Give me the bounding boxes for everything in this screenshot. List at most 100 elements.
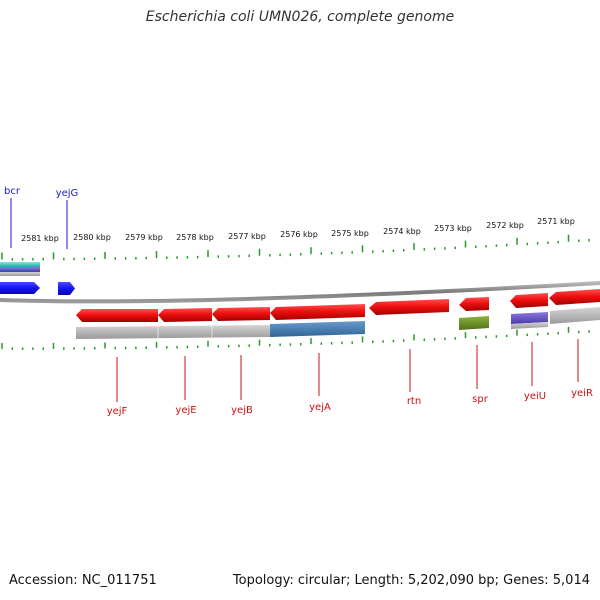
minor-tick	[145, 256, 147, 260]
major-tick	[258, 339, 261, 346]
minor-tick	[32, 257, 34, 261]
minor-tick	[444, 247, 446, 250]
gene-arrow-yejG[interactable]	[58, 282, 75, 295]
minor-tick	[279, 343, 281, 347]
gene-label-spr[interactable]: spr	[472, 394, 489, 405]
minor-tick	[330, 251, 333, 255]
scale-label: 2576 kbp	[280, 230, 318, 239]
major-tick	[567, 326, 570, 333]
minor-tick	[454, 337, 456, 340]
minor-tick	[392, 249, 395, 252]
major-tick	[413, 243, 415, 251]
inner-tick-track	[1, 326, 590, 350]
gene-arrow-spr[interactable]	[459, 297, 489, 311]
minor-tick	[42, 257, 44, 261]
minor-tick	[11, 347, 14, 350]
major-tick	[52, 252, 55, 260]
minor-tick	[433, 247, 436, 251]
gene-label-rtn[interactable]: rtn	[407, 396, 421, 407]
gene-label-yeiU[interactable]: yeiU	[524, 391, 546, 402]
minor-tick	[402, 339, 405, 342]
scale-label: 2575 kbp	[331, 229, 369, 238]
minor-tick	[423, 248, 426, 251]
feature-bar-steel	[270, 321, 365, 337]
major-tick	[361, 245, 364, 253]
minor-tick	[547, 241, 549, 244]
major-tick	[361, 336, 364, 343]
minor-tick	[42, 347, 44, 350]
minor-tick	[299, 342, 302, 346]
minor-tick	[505, 243, 508, 247]
minor-tick	[351, 251, 353, 254]
major-tick	[516, 237, 518, 245]
reverse-gene-labels: yejF yejE yejB yejA rtn spr yeiU yeiR	[107, 339, 593, 417]
genome-summary-text: Topology: circular; Length: 5,202,090 bp…	[232, 573, 590, 588]
forward-gene-labels: bcr yejG	[4, 186, 78, 249]
minor-tick	[495, 244, 498, 247]
minor-tick	[444, 337, 446, 341]
scale-label: 2571 kbp	[537, 217, 575, 226]
minor-tick	[114, 257, 117, 260]
minor-tick	[320, 342, 323, 345]
forward-genes	[0, 282, 75, 295]
minor-tick	[83, 347, 86, 350]
minor-tick	[238, 344, 240, 348]
gene-arrow-bcr[interactable]	[0, 282, 40, 294]
gene-arrow-yeiR[interactable]	[549, 289, 600, 305]
minor-tick	[578, 330, 580, 334]
minor-tick	[217, 345, 220, 348]
gene-arrow-yejE[interactable]	[158, 308, 212, 322]
minor-tick	[526, 333, 529, 337]
minor-tick	[114, 346, 117, 350]
minor-tick	[341, 341, 343, 345]
reverse-genes	[76, 289, 600, 322]
minor-tick	[495, 335, 498, 338]
minor-tick	[83, 257, 86, 261]
genome-title: Escherichia coli UMN026, complete genome	[145, 9, 455, 25]
minor-tick	[588, 330, 590, 333]
gene-label-yeiR[interactable]: yeiR	[571, 388, 593, 399]
minor-tick	[32, 347, 34, 350]
major-tick	[207, 250, 209, 258]
scale-label: 2577 kbp	[228, 232, 266, 241]
major-tick	[310, 338, 312, 345]
gene-label-bcr[interactable]: bcr	[4, 186, 21, 197]
minor-tick	[176, 256, 178, 259]
gene-arrow-yeiU[interactable]	[510, 293, 548, 308]
minor-tick	[330, 342, 333, 345]
minor-tick	[186, 256, 189, 259]
scale-label: 2580 kbp	[73, 233, 111, 242]
scale-label: 2581 kbp	[21, 234, 59, 243]
minor-tick	[454, 246, 456, 250]
minor-tick	[547, 332, 549, 335]
minor-tick	[73, 347, 75, 350]
gene-label-yejB[interactable]: yejB	[231, 405, 253, 416]
gene-label-yejG[interactable]: yejG	[56, 188, 79, 199]
gene-arrow-yejA[interactable]	[270, 304, 365, 320]
major-tick	[310, 247, 312, 255]
inner-minor-ticks	[11, 330, 590, 350]
scale-label: 2579 kbp	[125, 233, 163, 242]
gc-skew-bar-gray	[0, 272, 40, 276]
minor-tick	[63, 347, 65, 350]
minor-tick	[289, 343, 292, 346]
minor-tick	[382, 340, 384, 343]
major-tick	[413, 334, 415, 341]
feature-bar-gray-right	[550, 307, 600, 324]
gene-label-yejE[interactable]: yejE	[175, 405, 196, 416]
gc-skew-bar-teal	[0, 262, 40, 267]
gene-arrow-yejF[interactable]	[76, 309, 158, 322]
minor-tick	[557, 240, 559, 244]
minor-tick	[196, 345, 199, 349]
minor-tick	[269, 343, 271, 347]
gene-arrow-rtn[interactable]	[369, 299, 449, 315]
scale-label: 2572 kbp	[486, 221, 524, 230]
scale-label: 2573 kbp	[434, 224, 472, 233]
minor-tick	[124, 257, 127, 260]
gene-arrow-yejB[interactable]	[212, 307, 270, 321]
feature-bar-olive	[459, 316, 489, 330]
gene-label-yejA[interactable]: yejA	[309, 402, 331, 413]
gene-label-yejF[interactable]: yejF	[107, 406, 128, 417]
feature-bar-gray-right	[511, 322, 548, 329]
